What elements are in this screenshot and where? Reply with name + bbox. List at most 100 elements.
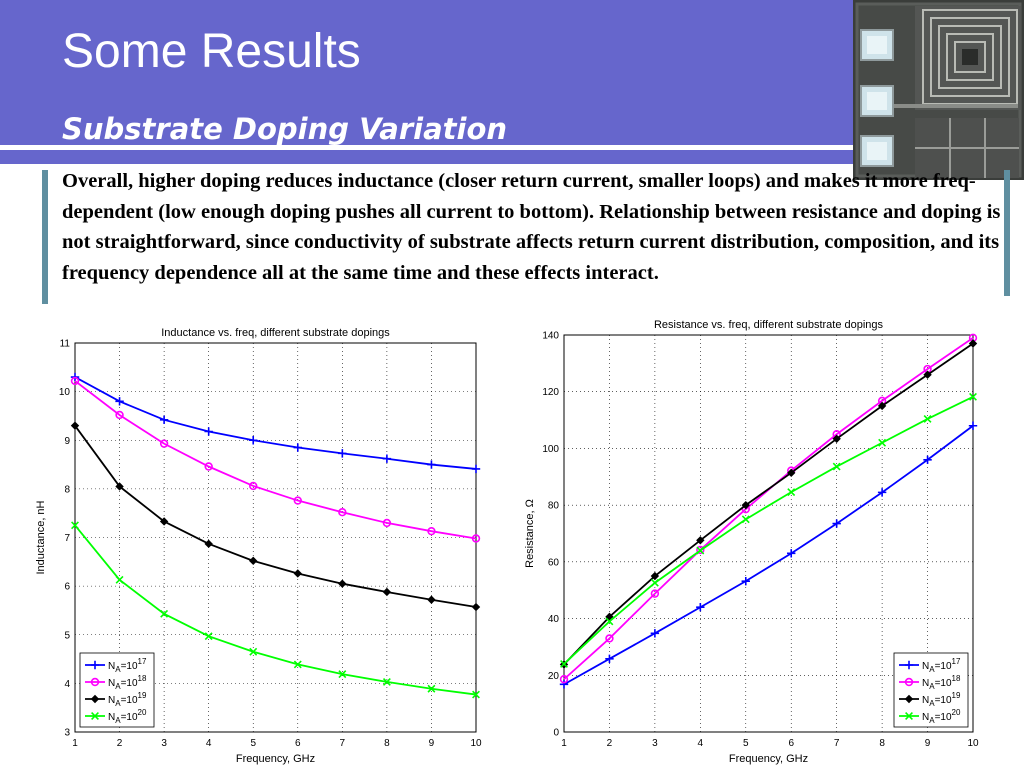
inductance-data-point [427, 460, 436, 469]
resistance-data-point [696, 545, 705, 555]
header-band [0, 150, 1024, 164]
resistance-xtick-label: 4 [698, 738, 704, 749]
inductance-xlabel: Frequency, GHz [236, 753, 315, 765]
resistance-data-point [968, 339, 978, 348]
inductance-data-point [70, 421, 80, 430]
body-paragraph: Overall, higher doping reduces inductanc… [62, 170, 1001, 284]
resistance-legend-item: NA=1020 [899, 708, 961, 725]
inductance-data-point [427, 595, 436, 604]
resistance-data-point [878, 438, 887, 447]
inductance-legend-label: NA=1020 [108, 708, 147, 725]
resistance-data-point [605, 634, 614, 643]
inductance-series-line [74, 425, 477, 608]
inductance-ytick-label: 7 [64, 533, 70, 544]
inductance-legend-label: NA=1017 [108, 657, 147, 674]
slide-title: Some Results [62, 25, 361, 78]
inductance-series-4 [71, 521, 480, 699]
inductance-data-point [204, 632, 213, 641]
resistance-ytick-label: 140 [542, 331, 559, 342]
resistance-ytick-label: 120 [542, 387, 559, 398]
inductance-series-1 [70, 372, 481, 474]
resistance-data-point [787, 549, 796, 558]
resistance-series-line [563, 396, 974, 665]
inductance-ylabel: Inductance, nH [35, 500, 47, 574]
inductance-data-point [427, 526, 436, 536]
resistance-ytick-label: 100 [542, 444, 559, 455]
resistance-data-point [696, 546, 705, 555]
inductance-data-point [249, 647, 258, 656]
resistance-ytick-label: 80 [548, 501, 560, 512]
inductance-data-point [159, 517, 169, 526]
inductance-data-point [160, 609, 169, 618]
inductance-legend-marker [90, 677, 100, 687]
inductance-data-point [115, 575, 124, 584]
inductance-data-point [204, 427, 213, 436]
resistance-data-point [696, 603, 705, 612]
header-divider [0, 145, 1024, 150]
inductance-chart: 1 2 3 4 5 6 7 8 9 10 3 4 5 6 7 8 9 10 11 Inductance vs. fre… [0, 318, 512, 773]
resistance-data-point [650, 629, 660, 638]
inductance-data-point [472, 690, 480, 699]
inductance-title: Inductance vs. freq, different substrate… [161, 327, 390, 339]
resistance-ytick-label: 20 [548, 671, 560, 682]
resistance-data-point [969, 392, 977, 401]
inductance-data-point [115, 482, 124, 491]
resistance-legend-marker [904, 677, 914, 687]
inductance-ytick-label: 11 [60, 339, 71, 350]
resistance-data-point [923, 370, 932, 379]
inductance-legend-marker [91, 712, 99, 720]
resistance-data-point [923, 455, 932, 464]
inductance-legend-item: NA=1017 [85, 657, 147, 674]
inductance-ytick-label: 9 [64, 436, 70, 447]
resistance-legend-marker [904, 694, 914, 704]
inductance-legend-marker [90, 660, 100, 670]
resistance-data-point [650, 578, 659, 587]
resistance-legend-item: NA=1017 [899, 657, 961, 674]
resistance-xtick-label: 1 [561, 738, 567, 749]
resistance-xtick-label: 9 [925, 738, 931, 749]
resistance-data-point [877, 488, 887, 497]
resistance-series-line [563, 342, 974, 666]
resistance-data-point [832, 519, 841, 528]
inductance-xtick-label: 7 [340, 738, 346, 749]
resistance-legend-item: NA=1018 [899, 674, 961, 691]
left-accent-bar [42, 170, 48, 304]
inductance-xtick-label: 10 [470, 738, 482, 749]
inductance-legend-item: NA=1019 [85, 691, 147, 708]
inductance-ytick-label: 3 [64, 728, 70, 739]
resistance-ytick-label: 40 [548, 614, 560, 625]
resistance-legend-label: NA=1019 [922, 691, 961, 708]
inductance-data-point [249, 481, 258, 491]
inductance-data-point [338, 670, 347, 679]
inductance-series-2 [70, 376, 481, 543]
resistance-data-point [923, 414, 932, 423]
inductance-data-point [427, 684, 436, 693]
inductance-ytick-label: 10 [59, 387, 71, 398]
inductance-data-point [71, 521, 79, 530]
inductance-xtick-label: 2 [117, 738, 123, 749]
inductance-data-point [471, 534, 481, 543]
inductance-data-point [159, 415, 169, 425]
resistance-chart: 1 2 3 4 5 6 7 8 9 10 0 20 40 60 80 100 120 140 Resistance … [510, 310, 1024, 773]
inductance-legend-item: NA=1020 [85, 708, 147, 725]
resistance-chart-svg: 1 2 3 4 5 6 7 8 9 10020406080100120140Resistance … [524, 319, 979, 765]
inductance-legend-label: NA=1018 [108, 674, 147, 691]
inductance-data-point [338, 579, 347, 588]
inductance-xtick-label: 4 [206, 738, 212, 749]
resistance-legend-label: NA=1020 [922, 708, 961, 725]
inductance-data-point [249, 436, 258, 445]
inductance-data-point [115, 410, 124, 420]
right-accent-bar [1004, 170, 1010, 296]
resistance-xtick-label: 10 [967, 738, 979, 749]
resistance-ytick-label: 0 [553, 728, 559, 739]
inductance-series-line [74, 376, 477, 470]
resistance-data-point [650, 589, 660, 598]
inductance-data-point [293, 660, 302, 669]
resistance-data-point [605, 654, 614, 664]
resistance-data-point [559, 680, 569, 689]
resistance-xtick-label: 2 [607, 738, 613, 749]
resistance-xlabel: Frequency, GHz [729, 753, 808, 765]
inductance-ytick-label: 5 [64, 630, 70, 641]
inductance-legend-item: NA=1018 [85, 674, 147, 691]
